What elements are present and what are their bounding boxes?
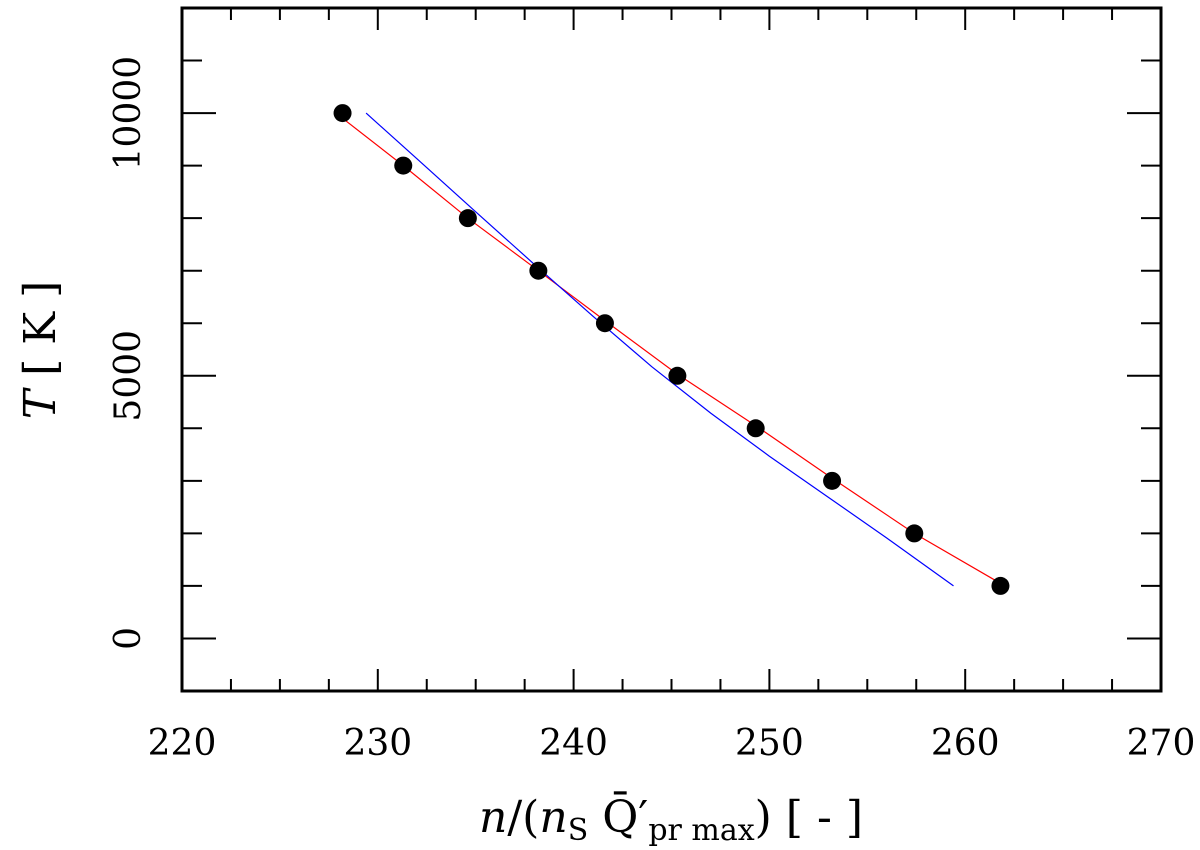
data-point xyxy=(746,419,765,438)
y-tick-label: 0 xyxy=(108,627,149,650)
x-axis-title: n/(nS Q̄′pr max) [ - ] xyxy=(479,790,863,848)
label-layer: 220 230 240 250 260 270 0 5000 10000 xyxy=(108,56,1195,764)
y-tick-label: 10000 xyxy=(108,56,149,171)
x-tick-label: 260 xyxy=(931,723,1000,764)
series-line-1 xyxy=(365,112,954,587)
data-point xyxy=(823,471,842,490)
data-point xyxy=(991,576,1010,595)
x-tick-label: 250 xyxy=(735,723,804,764)
data-point xyxy=(394,156,413,175)
data-point xyxy=(595,314,614,333)
tick-layer xyxy=(182,8,1161,691)
y-axis-title: T [ K ] xyxy=(15,281,66,420)
data-point xyxy=(905,524,924,543)
series-line-0 xyxy=(342,117,1001,584)
data-point xyxy=(458,209,477,228)
x-tick-label: 230 xyxy=(343,723,412,764)
y-tick-label: 5000 xyxy=(108,330,149,422)
plot-frame xyxy=(180,6,1163,693)
plot-layer xyxy=(333,104,1010,595)
data-point xyxy=(333,104,352,123)
x-tick-label: 240 xyxy=(539,723,608,764)
data-point xyxy=(529,261,548,280)
x-tick-label: 220 xyxy=(148,723,217,764)
data-point xyxy=(668,366,687,385)
x-tick-label: 270 xyxy=(1127,723,1196,764)
